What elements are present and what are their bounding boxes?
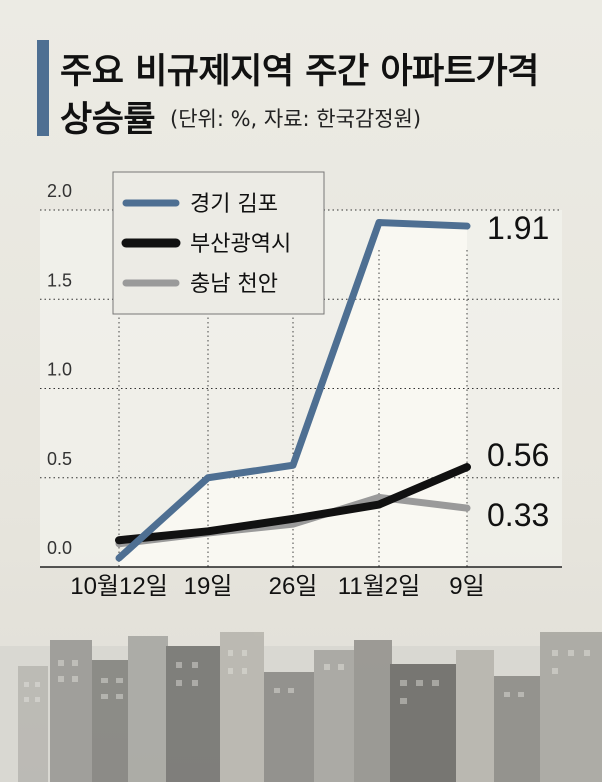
labels-layer: 0.0 0.5 1.0 1.5 2.0 10월12일 19일 26일 11월2일 9일 1.91 0.…	[47, 181, 549, 600]
y-tick-label: 2.0	[47, 181, 72, 201]
series-2-point	[464, 464, 470, 470]
x-tick-label: 11월2일	[338, 573, 420, 600]
x-tick-label: 26일	[269, 573, 318, 600]
series-2-point	[290, 516, 296, 522]
x-tick-label: 10월12일	[70, 573, 168, 600]
series-1-point	[290, 462, 296, 468]
series-layer	[115, 218, 471, 562]
y-tick-label: 1.5	[47, 270, 72, 290]
series-1-point	[116, 555, 122, 561]
page-title-line-1: 주요 비규제지역 주간 아파트가격	[60, 52, 539, 92]
y-tick-label: 1.0	[47, 360, 72, 380]
chart-subtitle: (단위: %, 자료: 한국감정원)	[170, 107, 422, 131]
legend-label-3: 충남 천안	[190, 272, 278, 297]
series-1-point	[464, 223, 470, 229]
x-tick-label: 19일	[184, 573, 233, 600]
legend-label-1: 경기 김포	[190, 192, 278, 217]
skyline-background	[0, 632, 602, 782]
page-title-line-2: 상승률	[60, 100, 156, 140]
legend-label-2: 부산광역시	[190, 232, 291, 257]
end-value-label-3: 0.33	[487, 497, 549, 533]
series-3-point	[464, 505, 470, 511]
series-2-point	[116, 537, 122, 543]
series-2-point	[376, 502, 382, 508]
x-tick-label: 9일	[449, 573, 484, 600]
title-accent-bar	[37, 40, 49, 136]
y-tick-label: 0.5	[47, 449, 72, 469]
end-value-label-1: 1.91	[487, 210, 549, 246]
series-2-point	[205, 528, 211, 534]
series-3-point	[376, 494, 382, 500]
series-1-point	[376, 219, 382, 225]
series-1-point	[205, 475, 211, 481]
end-value-label-2: 0.56	[487, 437, 549, 473]
y-tick-label: 0.0	[47, 538, 72, 558]
